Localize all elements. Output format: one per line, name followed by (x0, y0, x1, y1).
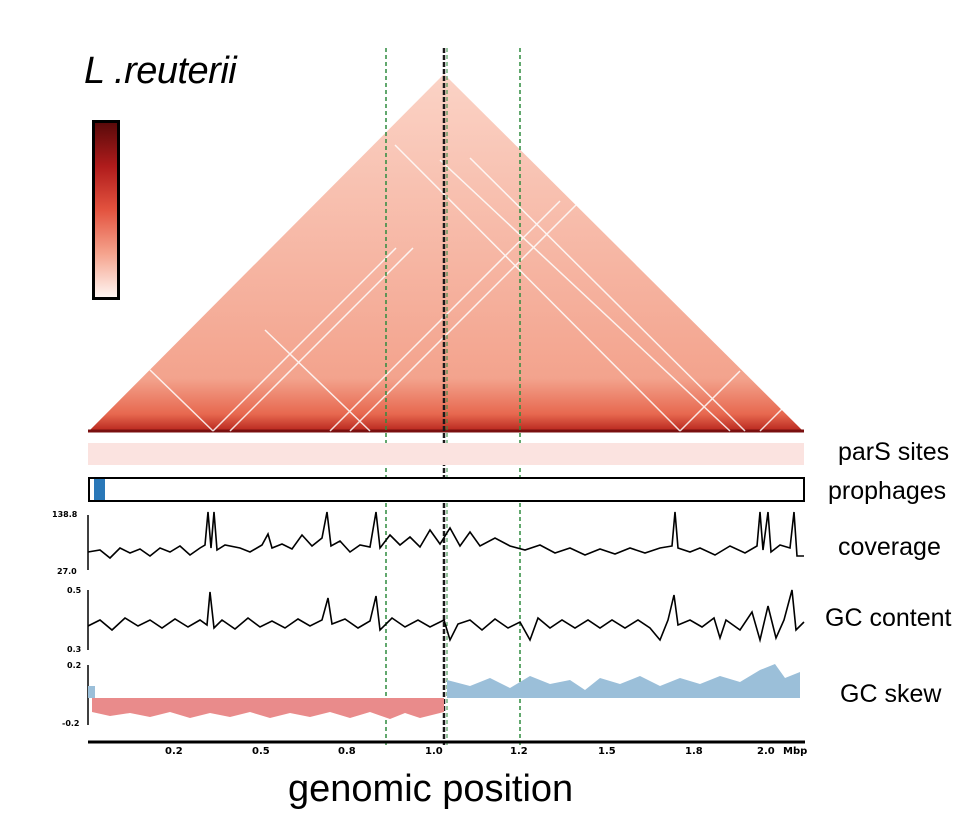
x-tick-label: 1.2 (510, 746, 528, 757)
gc-content-line (87, 589, 805, 644)
prophage-marker (94, 479, 105, 500)
coverage-ymax: 138.8 (52, 510, 78, 519)
x-tick-label: 1.0 (425, 746, 443, 757)
x-tick-label: 1.8 (685, 746, 703, 757)
coverage-line (87, 511, 804, 560)
gc-content-ymax: 0.5 (67, 586, 82, 595)
gc-skew-ymin: -0.2 (62, 719, 80, 728)
species-title: L .reuterii (84, 50, 237, 92)
gc-skew-negative (92, 698, 444, 719)
pars-sites-track (88, 443, 804, 465)
gc-skew-ymax: 0.2 (67, 661, 82, 670)
x-tick-label: 0.2 (165, 746, 183, 757)
colorbar-legend (92, 120, 120, 300)
prophages-label: prophages (828, 477, 947, 505)
x-tick-label: 2.0 (757, 746, 775, 757)
prophages-track (88, 477, 805, 502)
coverage-ymin: 27.0 (57, 567, 77, 576)
x-axis-label: genomic position (288, 768, 574, 810)
coverage-label: coverage (838, 533, 941, 561)
gc-skew-label: GC skew (840, 680, 942, 708)
x-tick-label: 1.5 (598, 746, 616, 757)
hic-triangle (88, 74, 804, 432)
gc-content-ymin: 0.3 (67, 645, 82, 654)
x-tick-label: 0.8 (338, 746, 356, 757)
gc-skew-positive (447, 664, 800, 698)
pars-sites-label: parS sites (838, 438, 950, 466)
gc-content-label: GC content (825, 604, 952, 632)
x-tick-label: 0.5 (252, 746, 270, 757)
x-axis-unit: Mbp (783, 746, 808, 757)
